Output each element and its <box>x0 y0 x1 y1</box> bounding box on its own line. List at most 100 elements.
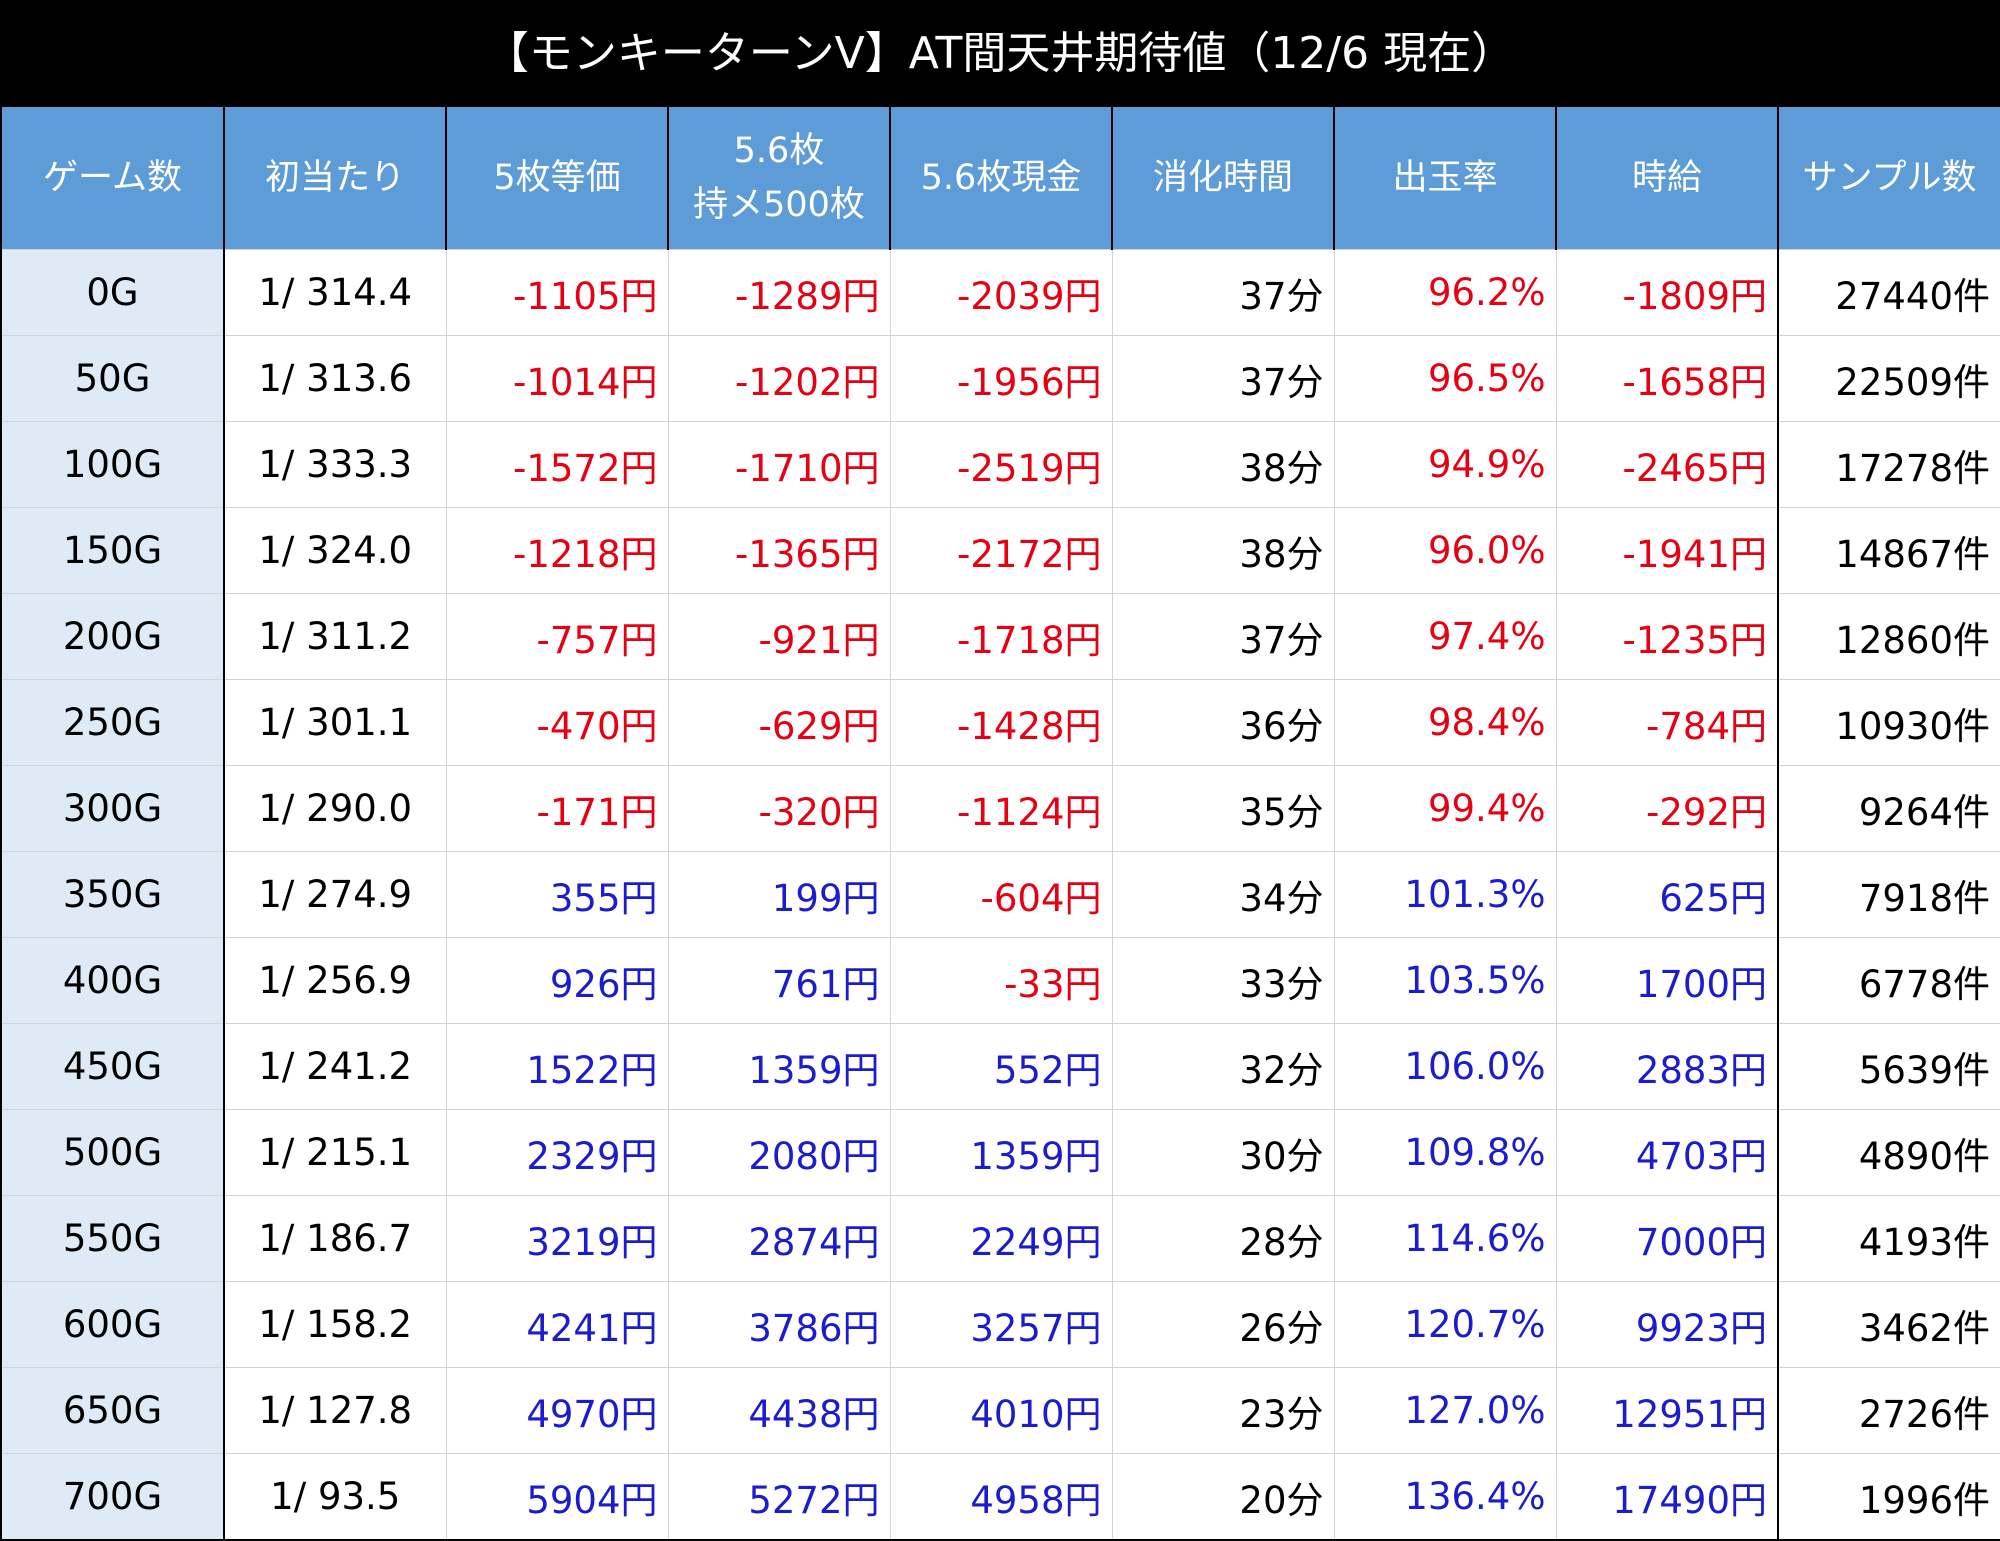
table-cell: -1105円 <box>445 249 669 336</box>
table-cell: 10930件 <box>1777 679 2000 766</box>
table-cell: -604円 <box>889 851 1113 938</box>
table-cell: 1/ 93.5 <box>223 1453 447 1541</box>
table-cell: 103.5% <box>1333 937 1557 1024</box>
table-cell: 22509件 <box>1777 335 2000 422</box>
table-cell: 96.0% <box>1333 507 1557 594</box>
table-cell: 5639件 <box>1777 1023 2000 1110</box>
table-cell: -757円 <box>445 593 669 680</box>
table-cell: 33分 <box>1111 937 1335 1024</box>
table-cell: 3462件 <box>1777 1281 2000 1368</box>
table-cell: 4010円 <box>889 1367 1113 1454</box>
table-row: 500G 1/ 215.1 2329円 2080円 1359円 30分 109.8% 4703… <box>0 1109 2000 1196</box>
table-cell: -1428円 <box>889 679 1113 766</box>
header-cell: 5枚等価 <box>445 107 669 250</box>
table-cell: 38分 <box>1111 421 1335 508</box>
table-cell: 1/ 256.9 <box>223 937 447 1024</box>
header-cell: 5.6枚 持メ500枚 <box>667 107 891 250</box>
table-cell: 96.5% <box>1333 335 1557 422</box>
table-cell: 26分 <box>1111 1281 1335 1368</box>
header-cell: 時給 <box>1555 107 1779 250</box>
table-row: 300G 1/ 290.0 -171円 -320円 -1124円 35分 99.4% -292… <box>0 765 2000 852</box>
table-cell: 1/ 158.2 <box>223 1281 447 1368</box>
table-cell: -320円 <box>667 765 891 852</box>
table-row: 200G 1/ 311.2 -757円 -921円 -1718円 37分 97.4% -123… <box>0 593 2000 680</box>
header-cell: サンプル数 <box>1777 107 2000 250</box>
table-cell: 5904円 <box>445 1453 669 1541</box>
table-cell: -1235円 <box>1555 593 1779 680</box>
table-cell: 37分 <box>1111 335 1335 422</box>
table-cell: 34分 <box>1111 851 1335 938</box>
table-row: 350G 1/ 274.9 355円 199円 -604円 34分 101.3% 625円 79… <box>0 851 2000 938</box>
table-cell: -1014円 <box>445 335 669 422</box>
table-cell: 4970円 <box>445 1367 669 1454</box>
table-cell: 50G <box>0 335 225 422</box>
table-cell: 355円 <box>445 851 669 938</box>
table-cell: -1202円 <box>667 335 891 422</box>
table-cell: 36分 <box>1111 679 1335 766</box>
table-cell: 120.7% <box>1333 1281 1557 1368</box>
table-cell: 2249円 <box>889 1195 1113 1282</box>
table-cell: 136.4% <box>1333 1453 1557 1541</box>
table-row: 600G 1/ 158.2 4241円 3786円 3257円 26分 120.7% 9923… <box>0 1281 2000 1368</box>
table-cell: 2329円 <box>445 1109 669 1196</box>
table-cell: 300G <box>0 765 225 852</box>
table-cell: 552円 <box>889 1023 1113 1110</box>
header-row: ゲーム数 初当たり 5枚等価 5.6枚 持メ500枚 5.6枚現金 消化時間 出玉率 時給 サン… <box>0 107 2000 250</box>
table-cell: 200G <box>0 593 225 680</box>
table-cell: 109.8% <box>1333 1109 1557 1196</box>
table-cell: 96.2% <box>1333 249 1557 336</box>
table-cell: 37分 <box>1111 249 1335 336</box>
header-cell: ゲーム数 <box>0 107 225 250</box>
table-cell: -1365円 <box>667 507 891 594</box>
table-cell: 1/ 313.6 <box>223 335 447 422</box>
table-cell: 1700円 <box>1555 937 1779 1024</box>
table-cell: -1809円 <box>1555 249 1779 336</box>
table-cell: 4438円 <box>667 1367 891 1454</box>
table-cell: 250G <box>0 679 225 766</box>
table-cell: 3219円 <box>445 1195 669 1282</box>
table-cell: 35分 <box>1111 765 1335 852</box>
table-cell: 2883円 <box>1555 1023 1779 1110</box>
table-cell: 350G <box>0 851 225 938</box>
table-cell: 1/ 311.2 <box>223 593 447 680</box>
table-cell: 30分 <box>1111 1109 1335 1196</box>
table-cell: 23分 <box>1111 1367 1335 1454</box>
table-cell: 1996件 <box>1777 1453 2000 1541</box>
table-row: 400G 1/ 256.9 926円 761円 -33円 33分 103.5% 1700円 67… <box>0 937 2000 1024</box>
table-cell: 97.4% <box>1333 593 1557 680</box>
table-row: 550G 1/ 186.7 3219円 2874円 2249円 28分 114.6% 7000… <box>0 1195 2000 1282</box>
table-cell: 1/ 324.0 <box>223 507 447 594</box>
table-row: 150G 1/ 324.0 -1218円 -1365円 -2172円 38分 96.0% -1… <box>0 507 2000 594</box>
table-cell: 1/ 241.2 <box>223 1023 447 1110</box>
table-cell: 450G <box>0 1023 225 1110</box>
table-cell: -2519円 <box>889 421 1113 508</box>
table-cell: -1658円 <box>1555 335 1779 422</box>
table-cell: 1/ 301.1 <box>223 679 447 766</box>
table-cell: 6778件 <box>1777 937 2000 1024</box>
table-cell: 4890件 <box>1777 1109 2000 1196</box>
table-row: 650G 1/ 127.8 4970円 4438円 4010円 23分 127.0% 1295… <box>0 1367 2000 1454</box>
table-cell: 12951円 <box>1555 1367 1779 1454</box>
table-cell: 1359円 <box>889 1109 1113 1196</box>
header-cell: 初当たり <box>223 107 447 250</box>
table-cell: -1956円 <box>889 335 1113 422</box>
header-cell: 出玉率 <box>1333 107 1557 250</box>
table-cell: 27440件 <box>1777 249 2000 336</box>
table-cell: 2874円 <box>667 1195 891 1282</box>
table-body: 0G 1/ 314.4 -1105円 -1289円 -2039円 37分 96.2% -180… <box>0 249 2000 1541</box>
table-cell: 625円 <box>1555 851 1779 938</box>
table-cell: 37分 <box>1111 593 1335 680</box>
table-cell: -470円 <box>445 679 669 766</box>
table-cell: 32分 <box>1111 1023 1335 1110</box>
table-cell: 400G <box>0 937 225 1024</box>
table-row: 450G 1/ 241.2 1522円 1359円 552円 32分 106.0% 2883円… <box>0 1023 2000 1110</box>
table-cell: 1/ 290.0 <box>223 765 447 852</box>
table-cell: 3257円 <box>889 1281 1113 1368</box>
table-cell: 1522円 <box>445 1023 669 1110</box>
table-cell: 4703円 <box>1555 1109 1779 1196</box>
table-cell: 7918件 <box>1777 851 2000 938</box>
table-cell: 1/ 215.1 <box>223 1109 447 1196</box>
table-cell: -784円 <box>1555 679 1779 766</box>
table-cell: 650G <box>0 1367 225 1454</box>
table-cell: 9264件 <box>1777 765 2000 852</box>
